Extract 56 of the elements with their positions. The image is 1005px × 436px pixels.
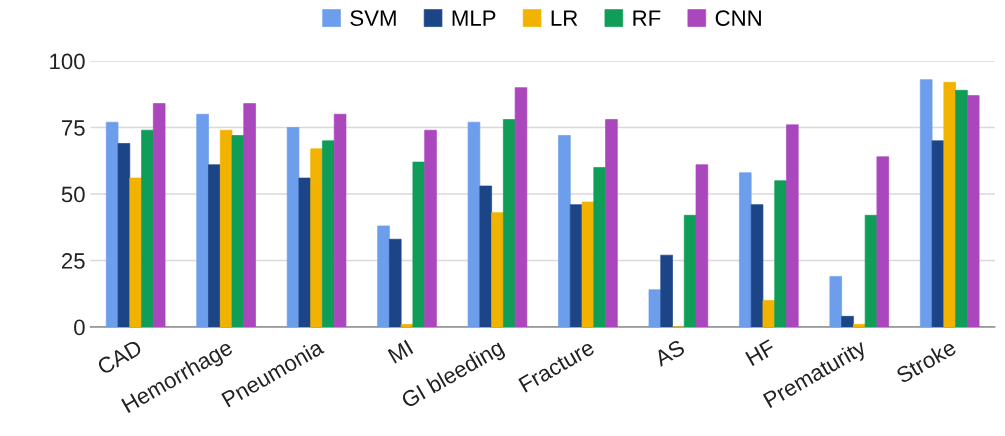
bar	[412, 161, 426, 327]
bar	[750, 204, 764, 327]
bar	[648, 289, 662, 327]
bar	[841, 316, 854, 327]
bar	[774, 180, 787, 327]
bar	[558, 135, 571, 327]
bar	[931, 140, 945, 327]
legend-label: SVM	[350, 10, 396, 27]
bar	[943, 81, 956, 327]
bar	[479, 185, 492, 327]
bar	[660, 254, 673, 327]
bar	[141, 129, 154, 327]
legend-label: LR	[551, 10, 578, 26]
bar	[967, 95, 980, 327]
bar	[117, 143, 131, 327]
y-tick-label: 0	[74, 319, 85, 336]
bar	[286, 127, 300, 327]
bar	[377, 225, 390, 327]
bar	[491, 212, 504, 327]
bar	[105, 121, 119, 327]
x-tick-label: AS	[653, 339, 686, 368]
bar	[333, 113, 347, 327]
y-tick-label: 50	[61, 186, 85, 203]
legend-label: RF	[633, 10, 661, 26]
bar	[829, 276, 842, 327]
bar	[919, 79, 933, 327]
x-tick-label: MI	[387, 339, 414, 364]
bar	[310, 148, 323, 327]
bar	[514, 87, 528, 327]
bar	[955, 89, 968, 327]
bar	[853, 323, 866, 327]
bar	[231, 135, 245, 327]
bar	[467, 121, 481, 327]
bar	[581, 201, 595, 327]
bar	[196, 113, 209, 327]
bar	[605, 119, 618, 327]
bar	[208, 164, 221, 327]
y-tick-label: 100	[50, 53, 85, 70]
legend-label: CNN	[715, 10, 761, 27]
bar	[152, 103, 166, 327]
bar	[739, 172, 752, 327]
bar	[876, 156, 890, 327]
bar	[762, 300, 776, 327]
legend-label: MLP	[452, 10, 496, 26]
bar	[593, 167, 606, 327]
bar	[424, 129, 437, 327]
bar	[298, 177, 312, 327]
bar	[786, 124, 799, 327]
bar	[695, 164, 709, 327]
bar	[389, 238, 402, 327]
bar	[243, 103, 256, 327]
bar	[322, 140, 335, 327]
y-tick-label: 25	[61, 253, 85, 269]
bar	[400, 323, 414, 327]
y-tick-label: 75	[62, 120, 85, 136]
bar	[129, 177, 142, 327]
